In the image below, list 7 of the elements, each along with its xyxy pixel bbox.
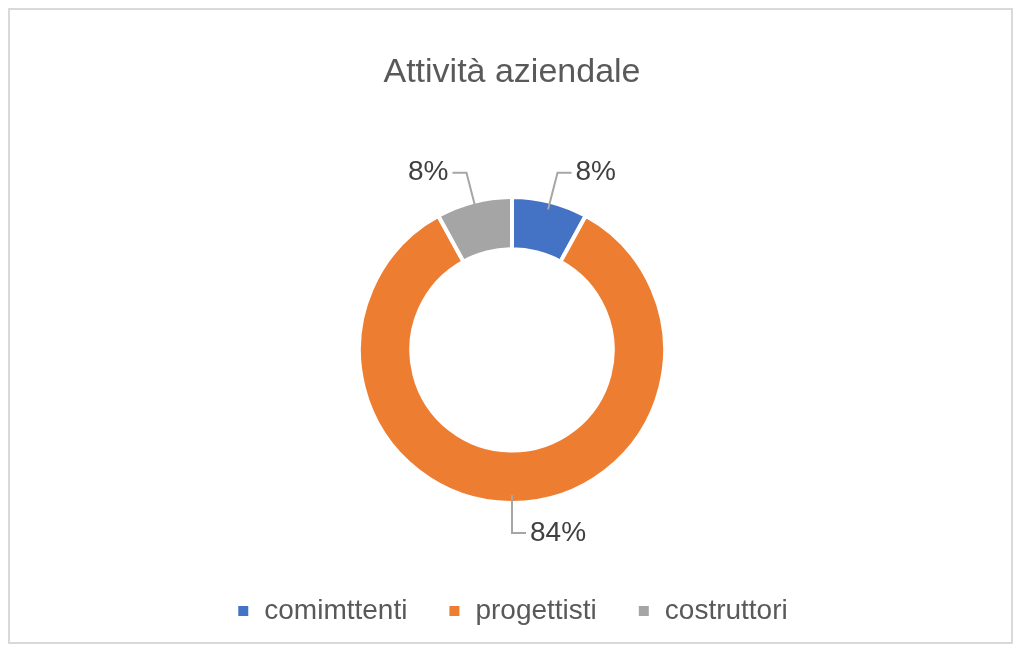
legend-label: costruttori (664, 593, 788, 625)
data-label: 8% (575, 155, 616, 187)
data-label: 84% (530, 515, 587, 547)
legend-label: progettisti (475, 593, 597, 625)
chart-title: Attività aziendale (383, 50, 641, 89)
data-label: 8% (408, 155, 449, 187)
legend-label: comimttenti (264, 593, 408, 625)
